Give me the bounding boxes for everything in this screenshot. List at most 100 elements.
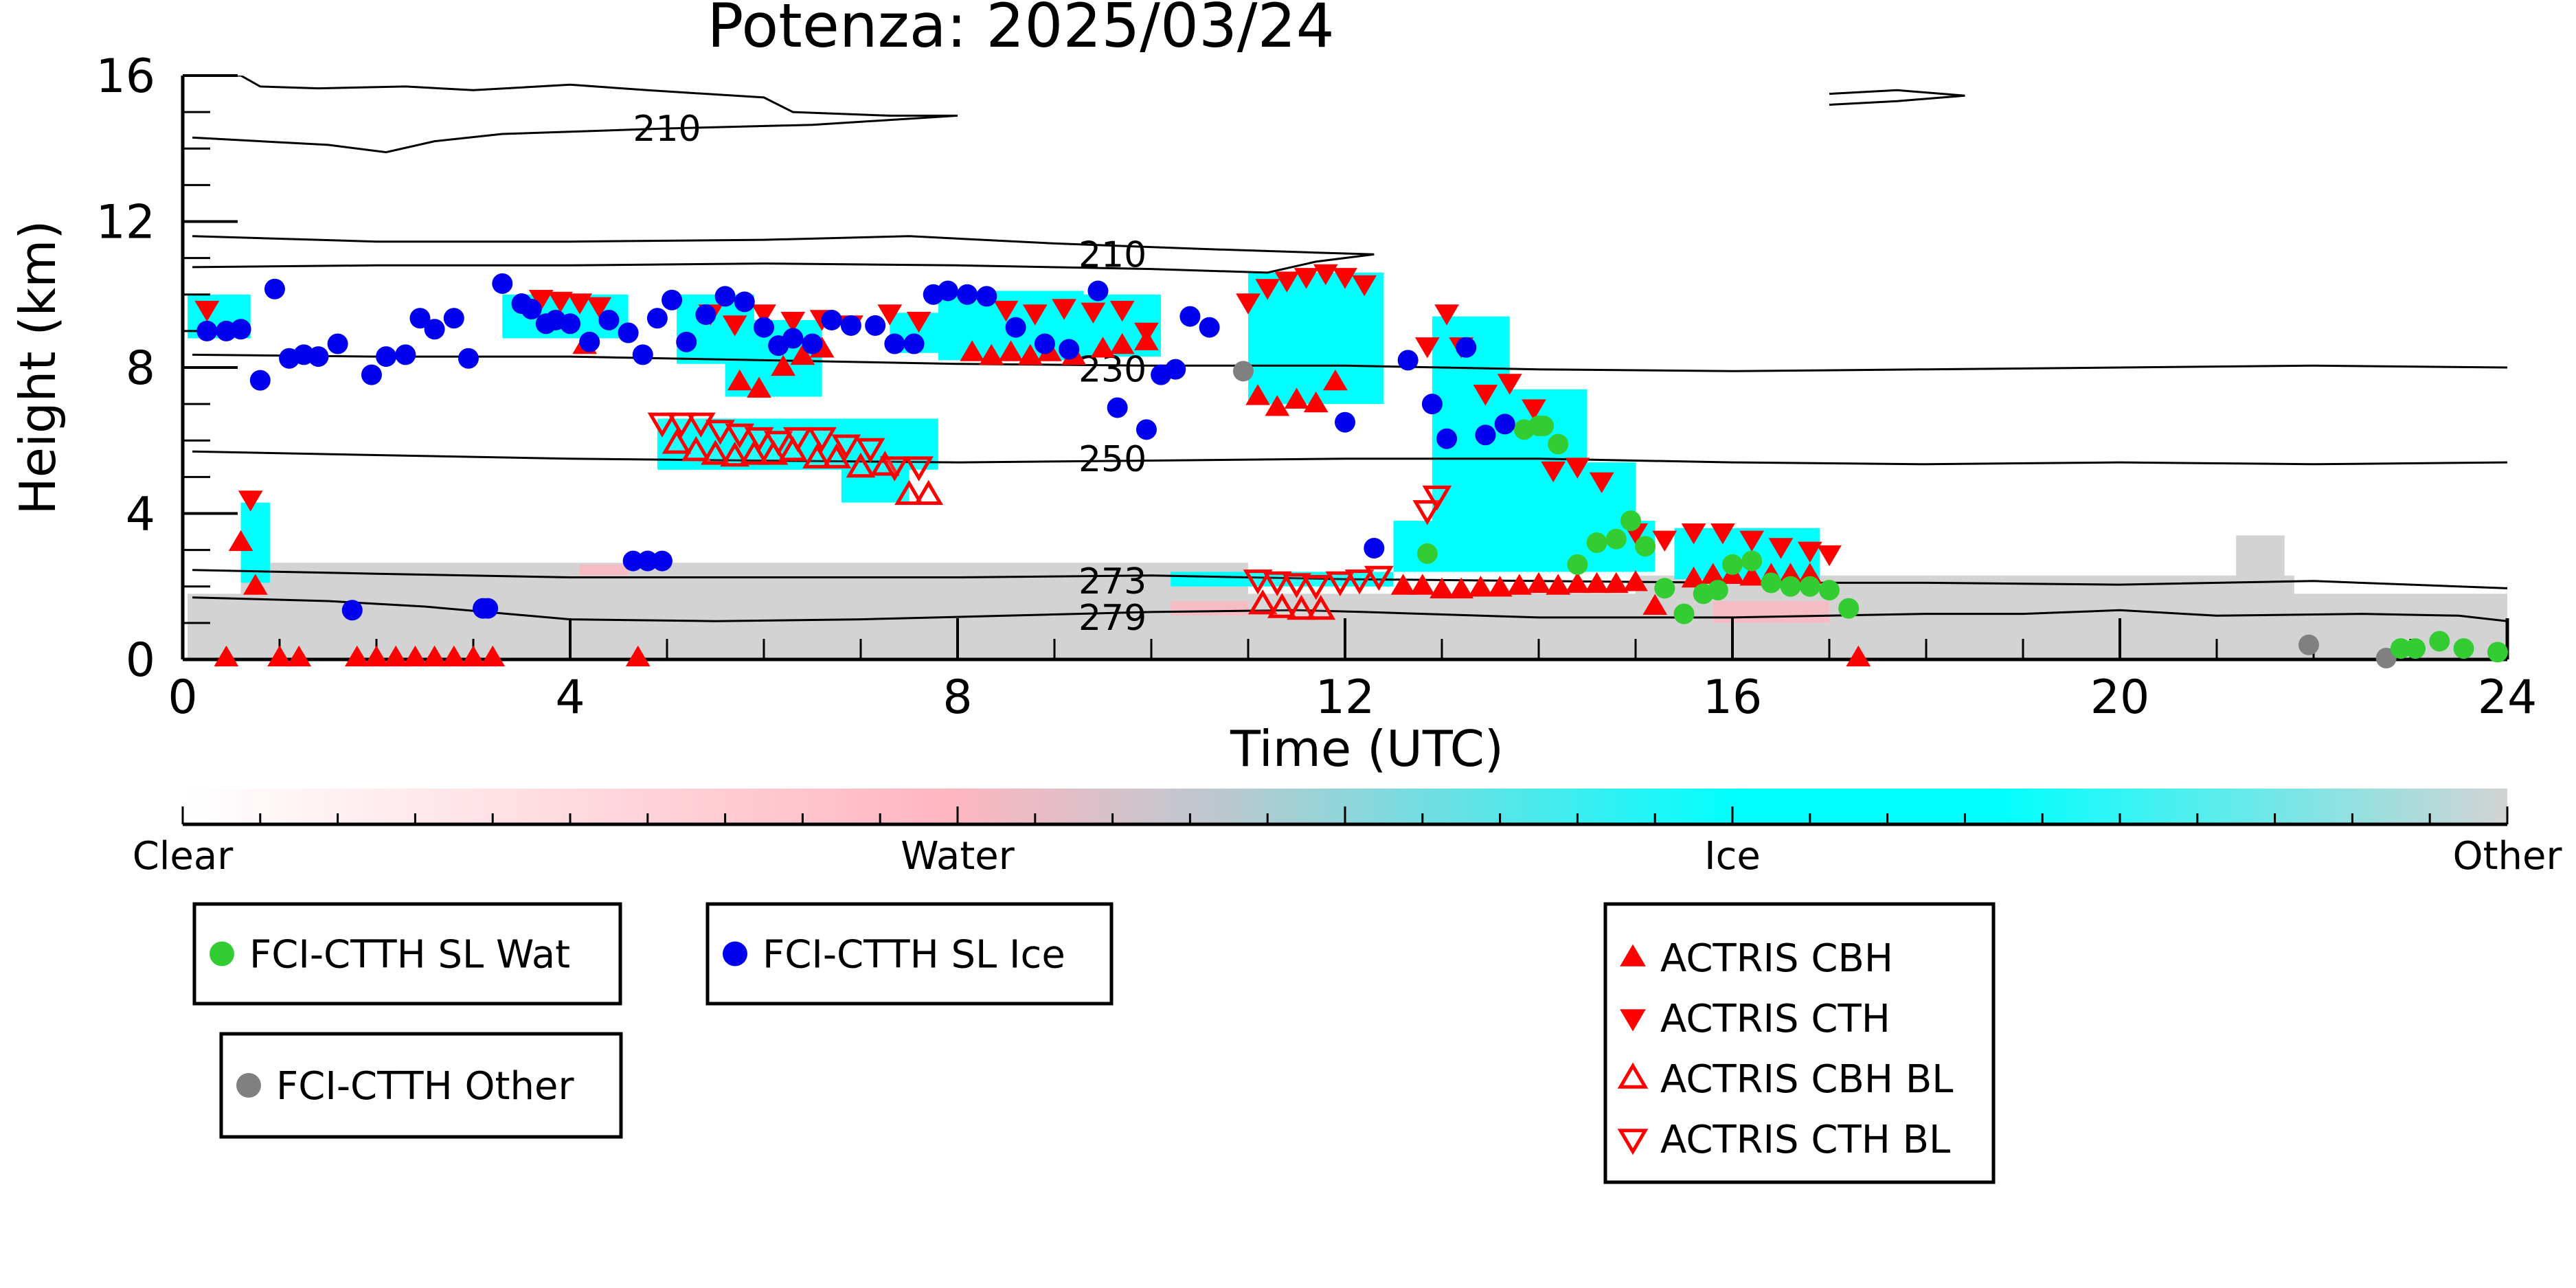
actris-cbh-point xyxy=(979,343,1004,365)
fci-ctth-sl-ice-point xyxy=(1179,306,1201,327)
fci-ctth-sl-ice-point xyxy=(1034,333,1055,354)
actris-cth-point xyxy=(1236,293,1261,315)
actris-cbh-point xyxy=(1565,572,1590,594)
actris-cth-bl-point xyxy=(782,427,813,453)
legend-label-actris-cth-bl: ACTRIS CTH BL xyxy=(1660,1118,1950,1162)
contour-line xyxy=(192,76,958,154)
actris-cth-bl-point xyxy=(725,423,755,449)
actris-cth-point xyxy=(1497,374,1522,395)
fci-ctth-sl-wat-point xyxy=(1635,536,1656,557)
actris-cbh-bl-point xyxy=(822,443,852,468)
actris-cth-point xyxy=(238,490,263,512)
fci-ctth-sl-ice-point xyxy=(1005,317,1026,338)
fci-ctth-sl-wat-point xyxy=(1567,554,1588,575)
actris-cth-point xyxy=(1522,399,1546,420)
fci-ctth-sl-ice-point xyxy=(714,286,736,307)
y-tick-label: 8 xyxy=(126,341,155,396)
water-region xyxy=(1171,601,1248,616)
fci-ctth-sl-ice-point xyxy=(637,550,658,572)
legend: FCI-CTTH SL Wat FCI-CTTH SL Ice FCI-CTTH O… xyxy=(192,902,1996,1184)
actris-cth-bl-point xyxy=(879,456,909,482)
actris-cbh-point xyxy=(267,645,292,667)
fci-ctth-sl-ice-point xyxy=(249,370,271,391)
actris-cth-point xyxy=(722,315,747,337)
fci-ctth-sl-wat-point xyxy=(1620,510,1641,532)
fci-ctth-sl-wat-point xyxy=(1761,572,1782,594)
fci-ctth-sl-ice-point xyxy=(695,304,716,325)
fci-ctth-sl-ice-point xyxy=(443,308,464,329)
actris-cth-point xyxy=(1768,538,1794,559)
y-tick-label: 12 xyxy=(95,196,155,250)
actris-cbh-point xyxy=(1303,391,1329,413)
actris-cth-point xyxy=(1434,304,1459,326)
fci-ctth-sl-ice-point xyxy=(821,309,842,330)
actris-cbh-point xyxy=(1090,337,1116,358)
fci-ctth-sl-ice-point xyxy=(662,289,683,310)
fci-ctth-sl-ice-point xyxy=(1059,339,1080,360)
actris-cth-bl-point xyxy=(744,427,774,453)
contour-label: 250 xyxy=(1078,439,1146,480)
fci-ctth-sl-wat-point xyxy=(1673,603,1695,624)
legend-marker-actris-cth-bl xyxy=(1617,1129,1649,1155)
actris-cbh-point xyxy=(1603,572,1629,594)
x-tick-label: 20 xyxy=(2090,670,2150,725)
plot-markers xyxy=(194,264,2508,668)
fci-ctth-sl-ice-point xyxy=(903,333,925,354)
actris-cbh-point xyxy=(461,645,486,667)
actris-cth-bl-point xyxy=(1301,575,1331,600)
actris-cth-bl-point xyxy=(831,434,861,460)
actris-cth-point xyxy=(1274,271,1300,293)
actris-cbh-point xyxy=(1284,387,1309,409)
fci-ctth-sl-ice-point xyxy=(1456,337,1477,358)
legend-marker-fci-ctth-sl-wat xyxy=(210,941,234,967)
fci-ctth-sl-ice-point xyxy=(579,331,600,352)
fci-ctth-sl-ice-point xyxy=(424,319,445,340)
plot-axes: 0 4 8 12 16 20 24 0 4 8 12 16 xyxy=(95,49,2537,725)
contour-label: 210 xyxy=(633,109,701,150)
fci-ctth-sl-ice-point xyxy=(1397,350,1419,371)
actris-cth-point xyxy=(1293,268,1319,289)
actris-cbh-point xyxy=(1546,574,1571,595)
actris-cbh-point xyxy=(1323,369,1348,391)
fci-ctth-sl-ice-point xyxy=(618,322,639,343)
fci-ctth-sl-ice-point xyxy=(409,308,431,329)
contour-label: 273 xyxy=(1078,561,1146,602)
contour-line xyxy=(192,353,2507,372)
fci-ctth-sl-ice-point xyxy=(734,291,755,313)
fci-ctth-sl-ice-point xyxy=(1436,428,1458,449)
actris-cbh-point xyxy=(1739,565,1765,586)
contour-line xyxy=(192,450,2507,466)
fci-ctth-sl-ice-point xyxy=(477,598,499,619)
contour-line xyxy=(1829,89,1965,106)
chart-title: Potenza: 2025/03/24 xyxy=(707,0,1334,61)
x-tick-label: 8 xyxy=(942,670,972,725)
fci-ctth-sl-ice-point xyxy=(676,331,697,352)
actris-cbh-bl-point xyxy=(720,441,750,467)
actris-cbh-point xyxy=(1506,574,1532,595)
actris-cth-point xyxy=(877,304,903,326)
actris-cth-bl-point xyxy=(686,412,716,438)
actris-cth-bl-point xyxy=(1262,571,1292,597)
actris-cbh-point xyxy=(403,645,428,667)
legend-marker-actris-cth xyxy=(1620,1009,1646,1032)
colorbar-label: Other xyxy=(2452,834,2562,879)
actris-cth-point xyxy=(1652,530,1677,552)
legend-label-actris-cth: ACTRIS CTH xyxy=(1660,997,1890,1041)
fci-ctth-sl-ice-point xyxy=(782,328,804,349)
actris-cbh-point xyxy=(1245,384,1270,405)
y-tick-label: 4 xyxy=(126,488,155,542)
contour-line xyxy=(192,235,1375,274)
actris-cbh-point xyxy=(422,645,447,667)
colorbar-label: Water xyxy=(901,834,1015,879)
actris-cbh-bl-point xyxy=(1287,594,1316,620)
actris-cth-bl-point xyxy=(904,456,934,482)
fci-ctth-sl-wat-point xyxy=(1741,550,1763,572)
actris-cth-bl-point xyxy=(1325,571,1355,597)
fci-ctth-sl-ice-point xyxy=(884,333,905,354)
fci-ctth-sl-ice-point xyxy=(646,308,668,329)
fci-ctth-sl-ice-point xyxy=(492,273,513,294)
actris-cth-bl-point xyxy=(855,438,885,464)
fci-ctth-sl-ice-point xyxy=(937,280,958,302)
fci-ctth-sl-ice-point xyxy=(754,317,774,338)
